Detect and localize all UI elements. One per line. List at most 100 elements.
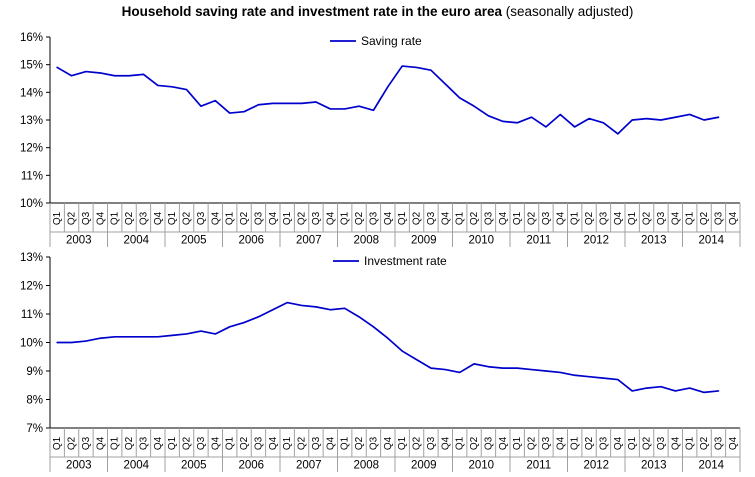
quarter-label: Q1	[225, 211, 236, 225]
quarter-label: Q2	[527, 436, 538, 450]
y-axis-label: 10%	[20, 338, 43, 350]
quarter-label: Q2	[642, 211, 653, 225]
quarter-label: Q3	[541, 211, 552, 225]
year-label: 2003	[66, 460, 92, 472]
quarter-label: Q2	[354, 436, 365, 450]
quarter-label: Q4	[498, 436, 509, 450]
investment-rate-line	[56, 301, 720, 394]
quarter-label: Q3	[138, 211, 149, 225]
quarter-label: Q4	[153, 436, 164, 450]
title-main: Household saving rate and investment rat…	[121, 4, 503, 19]
quarter-label: Q1	[167, 211, 178, 225]
quarter-label: Q3	[368, 211, 379, 225]
quarter-label: Q2	[469, 436, 480, 450]
year-label: 2007	[296, 235, 322, 247]
quarter-label: Q2	[412, 436, 423, 450]
year-label: 2007	[296, 460, 322, 472]
year-label: 2004	[123, 460, 149, 472]
quarter-label: Q2	[297, 211, 308, 225]
quarter-label: Q3	[426, 436, 437, 450]
quarter-label: Q3	[656, 211, 667, 225]
y-axis-label: 11%	[21, 309, 43, 321]
quarter-label: Q3	[81, 436, 92, 450]
title-suffix: (seasonally adjusted)	[502, 4, 634, 19]
quarter-label: Q3	[253, 211, 264, 225]
year-label: 2005	[181, 235, 207, 247]
year-label: 2010	[468, 235, 494, 247]
y-axis-label: 12%	[20, 143, 43, 155]
y-axis-label: 13%	[20, 115, 43, 127]
quarter-label: Q4	[95, 211, 106, 225]
quarter-label: Q4	[153, 211, 164, 225]
year-label: 2005	[181, 460, 207, 472]
quarter-label: Q2	[182, 211, 193, 225]
quarter-label: Q4	[728, 436, 739, 450]
y-axis-label: 12%	[20, 281, 43, 293]
quarter-label: Q1	[340, 436, 351, 450]
year-label: 2013	[641, 460, 667, 472]
quarter-label: Q3	[138, 436, 149, 450]
quarter-label: Q3	[713, 436, 724, 450]
quarter-label: Q2	[239, 211, 250, 225]
quarter-label: Q3	[541, 436, 552, 450]
quarter-label: Q3	[196, 436, 207, 450]
quarter-label: Q3	[713, 211, 724, 225]
quarter-label: Q1	[282, 436, 293, 450]
year-label: 2012	[583, 235, 609, 247]
quarter-label: Q1	[225, 436, 236, 450]
year-label: 2011	[526, 460, 551, 472]
quarter-label: Q1	[167, 436, 178, 450]
quarter-label: Q3	[81, 211, 92, 225]
quarter-label: Q2	[124, 436, 135, 450]
investment-rate-chart: 7%8%9%10%11%12%13%Q1 Q2 Q3 Q4 Q1 Q2 Q3 Q4 Q1 Q2 Q3…	[20, 252, 741, 472]
y-axis-label: 8%	[26, 395, 43, 407]
year-label: 2008	[353, 235, 379, 247]
quarter-label: Q3	[368, 436, 379, 450]
quarter-label: Q4	[440, 211, 451, 225]
quarter-label: Q4	[555, 436, 566, 450]
quarter-label: Q1	[512, 211, 523, 225]
quarter-label: Q1	[52, 211, 63, 225]
quarter-label: Q4	[728, 211, 739, 225]
year-label: 2011	[526, 235, 551, 247]
year-label: 2013	[641, 235, 667, 247]
quarter-label: Q4	[210, 211, 221, 225]
quarter-label: Q4	[383, 436, 394, 450]
year-label: 2010	[468, 460, 494, 472]
quarter-label: Q2	[584, 211, 595, 225]
y-axis-label: 13%	[20, 252, 43, 264]
y-axis-label: 10%	[20, 198, 43, 210]
y-axis-label: 11%	[21, 170, 43, 182]
year-label: 2003	[66, 235, 92, 247]
quarter-label: Q1	[52, 436, 63, 450]
quarter-label: Q4	[268, 436, 279, 450]
quarter-label: Q4	[325, 211, 336, 225]
quarter-label: Q1	[110, 436, 121, 450]
quarter-label: Q2	[469, 211, 480, 225]
quarter-label: Q1	[570, 211, 581, 225]
quarter-label: Q1	[397, 211, 408, 225]
year-label: 2009	[411, 460, 437, 472]
quarter-label: Q1	[512, 436, 523, 450]
quarter-label: Q1	[570, 436, 581, 450]
year-label: 2008	[353, 460, 379, 472]
y-axis-label: 9%	[26, 366, 43, 378]
quarter-label: Q2	[182, 436, 193, 450]
year-label: 2014	[698, 235, 724, 247]
quarter-label: Q1	[397, 436, 408, 450]
quarter-label: Q3	[483, 436, 494, 450]
quarter-label: Q4	[670, 211, 681, 225]
year-label: 2004	[123, 235, 149, 247]
legend-label: Investment rate	[364, 254, 447, 268]
quarter-label: Q1	[340, 211, 351, 225]
quarter-label: Q4	[210, 436, 221, 450]
quarter-label: Q3	[598, 436, 609, 450]
page-title: Household saving rate and investment rat…	[0, 4, 755, 19]
y-axis-label: 15%	[20, 60, 43, 72]
quarter-label: Q2	[124, 211, 135, 225]
quarter-label: Q1	[627, 436, 638, 450]
year-label: 2009	[411, 235, 437, 247]
quarter-label: Q2	[699, 436, 710, 450]
quarter-label: Q2	[67, 436, 78, 450]
